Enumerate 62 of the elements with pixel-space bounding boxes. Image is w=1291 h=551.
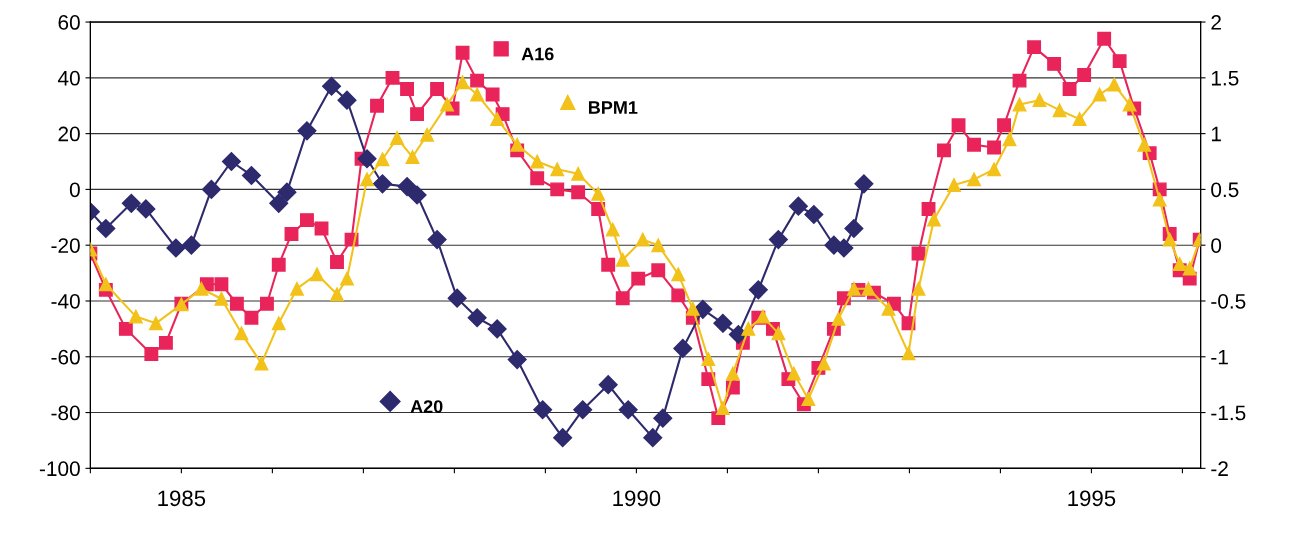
point — [804, 204, 824, 225]
y-tick-label: -100 — [39, 461, 80, 477]
point — [181, 235, 201, 255]
point — [136, 199, 156, 219]
point — [121, 193, 141, 213]
point — [241, 165, 261, 185]
point — [748, 280, 768, 300]
point — [166, 238, 186, 258]
point — [834, 238, 854, 258]
y-tick-label: 20 — [58, 126, 80, 142]
y-tick-label: -20 — [51, 238, 80, 253]
y2-tick-label: 1.5 — [1211, 71, 1239, 86]
y2-tick-label: 0.5 — [1211, 182, 1239, 198]
y2-tick-label: 2 — [1211, 15, 1221, 30]
y-tick-label: 40 — [57, 70, 80, 86]
y2-tick-label: 0 — [1211, 238, 1222, 253]
point — [96, 218, 116, 238]
point — [553, 428, 573, 448]
point — [357, 149, 377, 169]
legend-label: A20 — [410, 400, 443, 413]
point — [337, 90, 357, 110]
point — [713, 313, 733, 333]
point — [372, 174, 393, 194]
point — [768, 230, 788, 250]
y-tick-label: -40 — [51, 293, 80, 309]
point — [321, 76, 342, 96]
point — [653, 408, 673, 428]
y2-tick-label: 1 — [1211, 126, 1221, 142]
x-tick-label: 1990 — [613, 490, 661, 507]
y-tick-label: -80 — [51, 405, 80, 421]
point — [407, 185, 427, 205]
point — [573, 400, 593, 420]
point — [507, 350, 527, 370]
legend-label: A16 — [521, 47, 554, 61]
y-tick-label: -60 — [51, 349, 80, 365]
y2-tick-label: -1 — [1211, 349, 1228, 365]
point — [397, 177, 417, 197]
point — [297, 121, 317, 141]
point — [269, 193, 289, 213]
x-tick-label: 1985 — [158, 490, 206, 507]
y2-tick-label: -2 — [1211, 461, 1228, 476]
point — [673, 338, 693, 358]
point — [467, 308, 487, 328]
point — [844, 218, 864, 238]
point — [447, 288, 467, 308]
point — [487, 319, 507, 339]
x-tick-label: 1995 — [1068, 490, 1116, 507]
legend-label: BPM1 — [588, 101, 638, 114]
y2-tick-label: -0.5 — [1211, 293, 1246, 309]
y-tick-label: 0 — [69, 182, 80, 198]
point — [201, 179, 221, 199]
point — [533, 400, 553, 420]
y2-tick-label: -1.5 — [1211, 405, 1246, 421]
point — [618, 400, 638, 420]
point — [277, 182, 297, 202]
y-tick-label: 60 — [58, 15, 80, 30]
point — [643, 428, 663, 448]
point — [427, 230, 447, 250]
point — [788, 196, 808, 216]
point — [598, 375, 618, 395]
point — [854, 174, 874, 194]
point — [221, 151, 241, 172]
